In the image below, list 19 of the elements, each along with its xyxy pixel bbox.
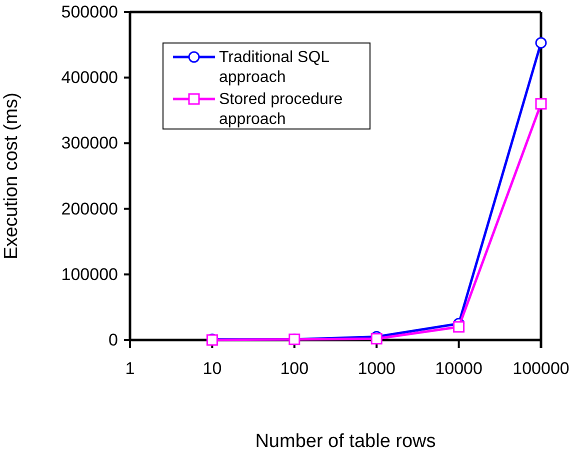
y-tick-label: 500000 — [61, 2, 118, 22]
point — [535, 98, 547, 110]
x-tick-label: 10 — [202, 359, 222, 378]
y-axis-title: Execution cost (ms) — [1, 92, 22, 260]
y-tick-label: 100000 — [61, 264, 118, 284]
x-axis-title: Number of table rows — [255, 431, 436, 452]
x-tick-label: 10000 — [435, 359, 482, 378]
legend-label: Traditional SQL approach — [219, 49, 330, 86]
x-tick-label: 100 — [280, 359, 309, 378]
legend-label: Stored procedure approach — [219, 91, 343, 128]
point — [535, 37, 547, 49]
x-tick-label: 1000 — [358, 359, 396, 378]
y-tick-label: 300000 — [61, 134, 118, 153]
y-tick-label: 200000 — [61, 199, 118, 218]
x-tick-label: 1 — [125, 359, 135, 378]
y-tick-label: 0 — [108, 330, 118, 350]
y-tick-label: 400000 — [61, 68, 118, 88]
x-tick-label: 100000 — [512, 359, 569, 378]
point — [453, 321, 465, 333]
